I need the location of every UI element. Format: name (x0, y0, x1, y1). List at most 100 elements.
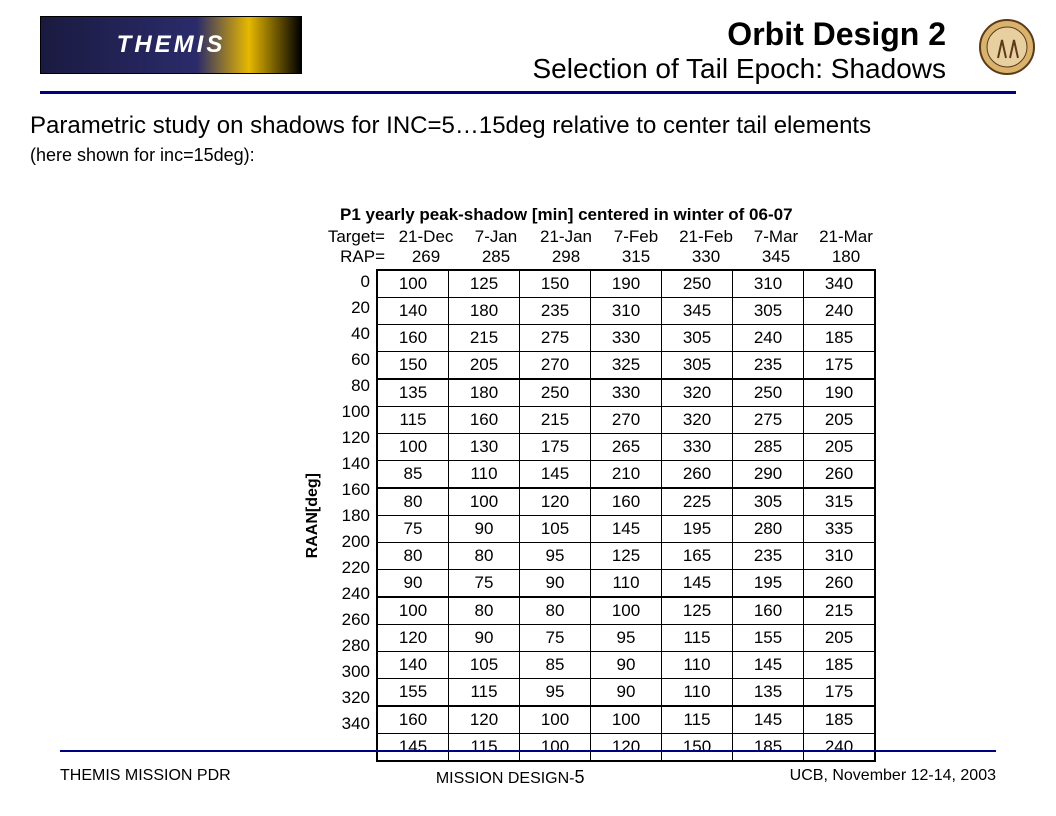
data-cell: 140 (377, 298, 449, 325)
data-cell: 125 (591, 543, 662, 570)
data-cell: 115 (662, 706, 733, 734)
data-cell: 95 (520, 543, 591, 570)
row-label-cell: 100 (322, 399, 376, 425)
data-cell: 315 (804, 488, 876, 516)
table-row: 100125150190250310340 (377, 270, 875, 298)
paragraph-1: Parametric study on shadows for INC=5…15… (30, 112, 1026, 141)
target-header-cell: 21-Dec (391, 227, 461, 247)
table-row: 145115100120150185240 (377, 734, 875, 762)
data-cell: 100 (520, 706, 591, 734)
target-label: Target= (310, 227, 391, 247)
rap-label: RAP= (310, 247, 391, 267)
footer-left: THEMIS MISSION PDR (60, 767, 231, 788)
data-cell: 150 (377, 352, 449, 380)
data-cell: 145 (733, 706, 804, 734)
data-cell: 175 (804, 679, 876, 707)
mission-badge-icon (978, 18, 1036, 76)
data-cell: 100 (377, 270, 449, 298)
shadow-table-area: P1 yearly peak-shadow [min] centered in … (300, 205, 881, 762)
row-label-cell: 180 (322, 503, 376, 529)
data-cell: 80 (377, 488, 449, 516)
data-cell: 105 (520, 516, 591, 543)
data-cell: 90 (377, 570, 449, 598)
data-cell: 215 (804, 597, 876, 625)
data-cell: 190 (804, 379, 876, 407)
page-number: 5 (575, 767, 585, 787)
data-cell: 145 (662, 570, 733, 598)
data-cell: 145 (591, 516, 662, 543)
target-header-cell: 21-Feb (671, 227, 741, 247)
rap-header-cell: 298 (531, 247, 601, 267)
data-cell: 145 (520, 461, 591, 489)
table-row: 907590110145195260 (377, 570, 875, 598)
data-cell: 290 (733, 461, 804, 489)
data-cell: 330 (591, 379, 662, 407)
data-cell: 110 (449, 461, 520, 489)
data-cell: 260 (804, 570, 876, 598)
data-cell: 160 (377, 325, 449, 352)
data-cell: 250 (520, 379, 591, 407)
row-label-cell: 260 (322, 607, 376, 633)
data-cell: 160 (377, 706, 449, 734)
row-label-cell: 0 (322, 269, 376, 295)
table-row: 1551159590110135175 (377, 679, 875, 707)
data-cell: 110 (662, 652, 733, 679)
data-cell: 235 (733, 543, 804, 570)
row-label-cell: 140 (322, 451, 376, 477)
target-header-cell: 7-Feb (601, 227, 671, 247)
footer-middle: MISSION DESIGN-5 (436, 767, 585, 788)
data-cell: 180 (449, 298, 520, 325)
data-cell: 275 (733, 407, 804, 434)
data-cell: 95 (520, 679, 591, 707)
data-cell: 100 (377, 597, 449, 625)
target-header-cell: 7-Jan (461, 227, 531, 247)
table-row: 1401058590110145185 (377, 652, 875, 679)
rap-header-cell: 269 (391, 247, 461, 267)
data-cell: 345 (662, 298, 733, 325)
data-cell: 100 (591, 706, 662, 734)
data-cell: 325 (591, 352, 662, 380)
data-cell: 80 (377, 543, 449, 570)
slide-footer: THEMIS MISSION PDR MISSION DESIGN-5 UCB,… (60, 767, 996, 788)
data-cell: 75 (520, 625, 591, 652)
target-header-cell: 21-Jan (531, 227, 601, 247)
data-cell: 150 (662, 734, 733, 762)
data-cell: 260 (804, 461, 876, 489)
data-cell: 145 (377, 734, 449, 762)
data-cell: 215 (520, 407, 591, 434)
data-cell: 85 (520, 652, 591, 679)
row-label-cell: 240 (322, 581, 376, 607)
data-cell: 95 (591, 625, 662, 652)
shadow-data-table: 1001251501902503103401401802353103453052… (376, 269, 876, 762)
table-row: 1008080100125160215 (377, 597, 875, 625)
data-cell: 100 (449, 488, 520, 516)
rap-header-cell: 315 (601, 247, 671, 267)
data-cell: 120 (377, 625, 449, 652)
data-cell: 330 (662, 434, 733, 461)
row-label-cell: 220 (322, 555, 376, 581)
table-row: 85110145210260290260 (377, 461, 875, 489)
rap-header-cell: 345 (741, 247, 811, 267)
data-cell: 175 (520, 434, 591, 461)
logo-text: THEMIS (117, 31, 226, 59)
data-cell: 320 (662, 407, 733, 434)
data-cell: 155 (733, 625, 804, 652)
row-labels-column: 0204060801001201401601802002202402602803… (322, 269, 376, 762)
data-cell: 80 (449, 543, 520, 570)
data-cell: 100 (377, 434, 449, 461)
data-cell: 75 (377, 516, 449, 543)
row-label-cell: 340 (322, 711, 376, 737)
table-row: 100130175265330285205 (377, 434, 875, 461)
data-cell: 225 (662, 488, 733, 516)
data-cell: 160 (449, 407, 520, 434)
data-cell: 195 (733, 570, 804, 598)
data-cell: 125 (449, 270, 520, 298)
data-cell: 310 (804, 543, 876, 570)
table-row: 120907595115155205 (377, 625, 875, 652)
data-cell: 240 (804, 734, 876, 762)
data-cell: 110 (662, 679, 733, 707)
rap-header-row: RAP= 269285298315330345180 (310, 247, 881, 267)
data-cell: 205 (804, 625, 876, 652)
data-cell: 190 (591, 270, 662, 298)
data-cell: 145 (733, 652, 804, 679)
